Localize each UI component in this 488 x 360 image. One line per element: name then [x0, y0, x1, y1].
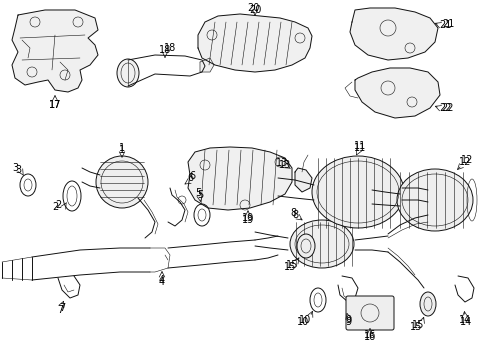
Text: 13: 13 [278, 160, 290, 170]
Text: 11: 11 [353, 143, 366, 153]
Text: 7: 7 [59, 303, 65, 313]
Text: 19: 19 [242, 213, 254, 223]
Text: 6: 6 [188, 171, 195, 181]
Text: 16: 16 [363, 330, 375, 340]
Text: 4: 4 [159, 277, 165, 287]
Text: 5: 5 [195, 188, 201, 198]
Polygon shape [12, 10, 98, 92]
Text: 15: 15 [409, 322, 421, 332]
Text: 22: 22 [441, 103, 453, 113]
Text: 10: 10 [296, 317, 308, 327]
Text: 2: 2 [52, 202, 58, 212]
Text: 21: 21 [441, 19, 453, 29]
Ellipse shape [311, 156, 403, 228]
Text: 21: 21 [438, 20, 450, 30]
Text: 18: 18 [159, 45, 171, 55]
Text: 17: 17 [49, 100, 61, 110]
Text: 1: 1 [119, 143, 125, 153]
Ellipse shape [296, 234, 314, 258]
Text: 1: 1 [119, 145, 125, 155]
Polygon shape [200, 58, 214, 72]
FancyBboxPatch shape [346, 296, 393, 330]
Text: 15: 15 [285, 260, 298, 270]
Text: 17: 17 [49, 100, 61, 110]
Text: 9: 9 [344, 315, 350, 325]
Text: 14: 14 [458, 315, 470, 325]
Text: 11: 11 [353, 141, 366, 151]
Text: 22: 22 [438, 103, 450, 113]
Polygon shape [198, 14, 311, 72]
Text: 20: 20 [246, 3, 259, 13]
Text: 18: 18 [163, 43, 176, 53]
Text: 9: 9 [344, 317, 350, 327]
Text: 20: 20 [248, 5, 261, 15]
Text: 7: 7 [57, 305, 63, 315]
Text: 15: 15 [283, 262, 296, 272]
Text: 6: 6 [186, 173, 193, 183]
Ellipse shape [289, 220, 353, 268]
Text: 10: 10 [298, 315, 310, 325]
Text: 2: 2 [55, 200, 61, 210]
Text: 8: 8 [291, 210, 298, 220]
Polygon shape [354, 68, 439, 118]
Ellipse shape [396, 169, 472, 231]
Polygon shape [294, 168, 311, 192]
Ellipse shape [117, 59, 139, 87]
Text: 15: 15 [411, 320, 423, 330]
Text: 3: 3 [12, 163, 18, 173]
Polygon shape [349, 8, 437, 60]
Text: 16: 16 [363, 332, 375, 342]
Text: 8: 8 [289, 208, 295, 218]
Polygon shape [187, 147, 291, 210]
Text: 13: 13 [275, 158, 287, 168]
Ellipse shape [419, 292, 435, 316]
Text: 4: 4 [159, 275, 165, 285]
Text: 5: 5 [197, 190, 203, 200]
Text: 12: 12 [458, 157, 470, 167]
Text: 19: 19 [242, 215, 254, 225]
Text: 12: 12 [460, 155, 472, 165]
Text: 3: 3 [15, 165, 21, 175]
Ellipse shape [96, 156, 148, 208]
Text: 14: 14 [459, 317, 471, 327]
